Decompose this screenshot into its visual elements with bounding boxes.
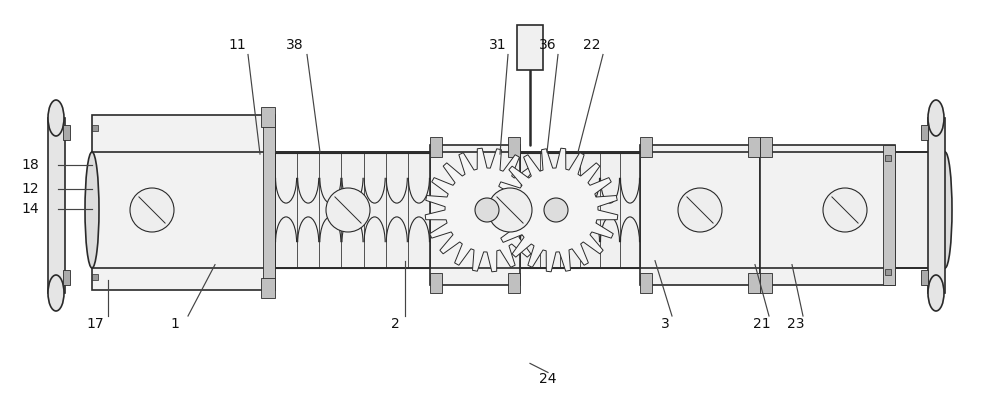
Bar: [430, 273, 442, 293]
Bar: [92, 125, 98, 131]
Ellipse shape: [48, 100, 64, 136]
Bar: [928, 118, 945, 293]
Bar: [885, 155, 891, 161]
Bar: [885, 269, 891, 275]
Ellipse shape: [488, 188, 532, 232]
Bar: [921, 125, 928, 140]
Polygon shape: [494, 148, 618, 272]
Bar: [63, 125, 70, 140]
Ellipse shape: [475, 198, 499, 222]
Bar: [508, 137, 520, 157]
Bar: [261, 107, 275, 127]
Bar: [263, 115, 275, 290]
Ellipse shape: [326, 188, 370, 232]
Ellipse shape: [823, 188, 867, 232]
Bar: [430, 145, 520, 285]
Ellipse shape: [678, 188, 722, 232]
Bar: [760, 137, 772, 157]
Bar: [883, 145, 895, 285]
Text: 12: 12: [21, 182, 39, 196]
Text: 23: 23: [787, 317, 805, 331]
Bar: [760, 145, 895, 285]
Ellipse shape: [48, 275, 64, 311]
Text: 21: 21: [753, 317, 771, 331]
Ellipse shape: [85, 152, 99, 268]
Text: 31: 31: [489, 38, 507, 53]
Ellipse shape: [130, 188, 174, 232]
Text: 17: 17: [86, 317, 104, 331]
Text: 36: 36: [539, 38, 557, 53]
Bar: [921, 270, 928, 285]
Bar: [92, 152, 945, 268]
Text: 3: 3: [661, 317, 669, 331]
Bar: [92, 115, 275, 290]
Bar: [261, 278, 275, 298]
Bar: [640, 145, 760, 285]
Bar: [640, 273, 652, 293]
Bar: [517, 25, 543, 70]
Text: 22: 22: [583, 38, 601, 53]
Bar: [640, 137, 652, 157]
Bar: [63, 270, 70, 285]
Bar: [748, 273, 760, 293]
Bar: [92, 274, 98, 280]
Text: 14: 14: [21, 202, 39, 216]
Polygon shape: [425, 148, 549, 272]
Text: 24: 24: [539, 372, 557, 386]
Text: 38: 38: [286, 38, 304, 53]
Text: 2: 2: [391, 317, 399, 331]
Text: 11: 11: [228, 38, 246, 53]
Ellipse shape: [544, 198, 568, 222]
Ellipse shape: [928, 100, 944, 136]
Text: 18: 18: [21, 158, 39, 172]
Ellipse shape: [928, 275, 944, 311]
Text: 1: 1: [171, 317, 179, 331]
Bar: [748, 137, 760, 157]
Bar: [760, 273, 772, 293]
Bar: [430, 137, 442, 157]
Bar: [508, 273, 520, 293]
Ellipse shape: [938, 152, 952, 268]
Bar: [48, 118, 65, 293]
